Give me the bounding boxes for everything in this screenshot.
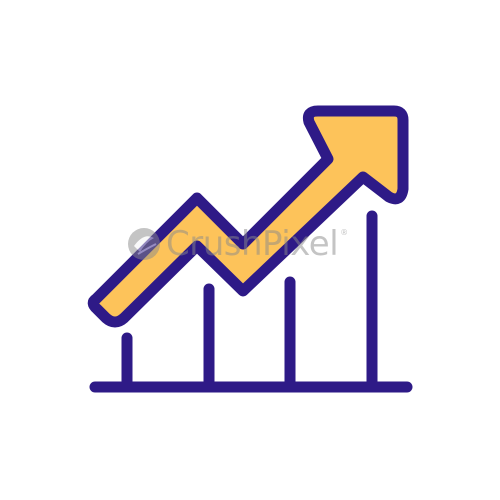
trend-arrow xyxy=(87,105,409,328)
